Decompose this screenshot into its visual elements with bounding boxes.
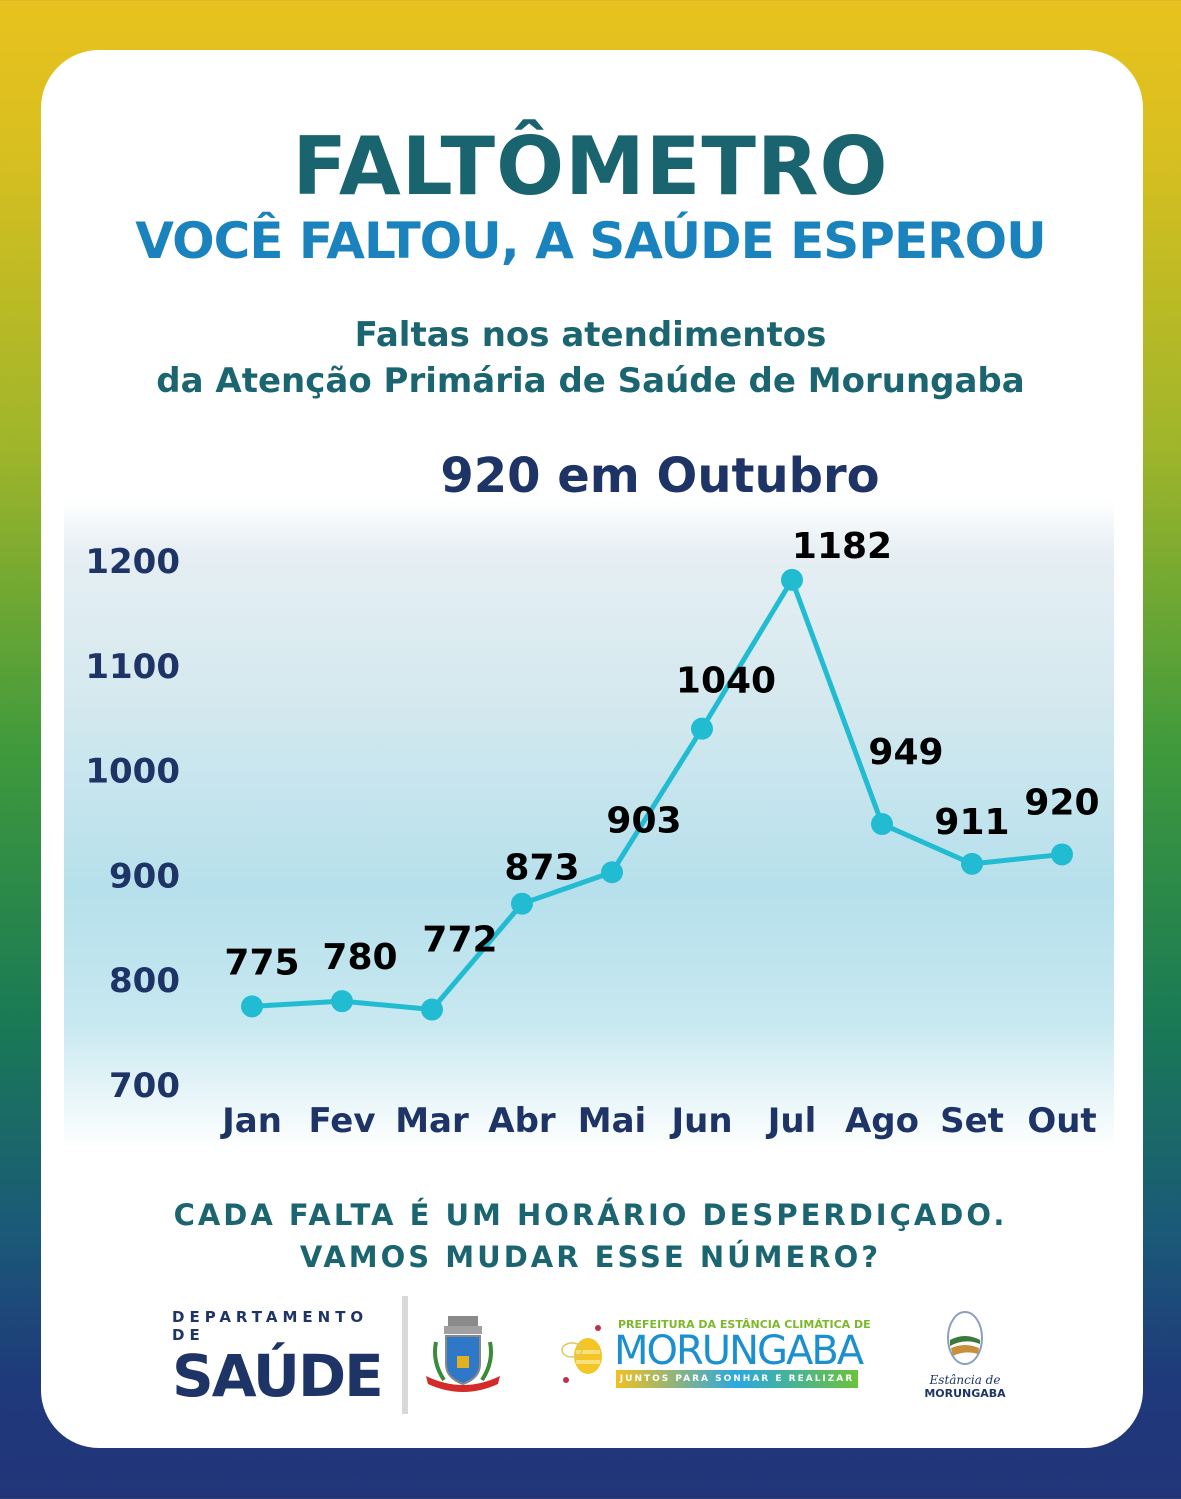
page-title: FALTÔMETRO [292, 120, 889, 213]
department-of-health-logo: DEPARTAMENTO DE SAÚDE [172, 1308, 392, 1408]
x-tick-label: Jan [220, 1101, 282, 1141]
logo-divider [402, 1296, 408, 1414]
data-point [421, 998, 443, 1021]
y-tick-label: 1200 [85, 542, 180, 582]
prefeitura-top-text: PREFEITURA DA ESTÂNCIA CLIMÁTICA DE [618, 1318, 871, 1331]
chart-background [64, 500, 1114, 1150]
data-point [691, 717, 713, 740]
data-point [511, 892, 533, 915]
y-axis: 700 800 900 1000 1100 1200 [85, 542, 180, 1106]
estancia-script-text: Estância de [929, 1373, 1001, 1387]
call-to-action: CADA FALTA É UM HORÁRIO DESPERDIÇADO. VA… [0, 1194, 1181, 1278]
data-value-label: 772 [422, 920, 497, 961]
data-point [241, 995, 263, 1018]
x-tick-label: Abr [488, 1101, 556, 1141]
data-value-label: 780 [322, 937, 397, 978]
prefeitura-morungaba-logo: PREFEITURA DA ESTÂNCIA CLIMÁTICA DE MORU… [558, 1312, 871, 1402]
data-point [781, 568, 803, 591]
coat-of-arms-icon [426, 1316, 500, 1392]
data-line [251, 577, 1063, 1013]
cta-line-1: CADA FALTA É UM HORÁRIO DESPERDIÇADO. [173, 1198, 1008, 1232]
data-point [1051, 843, 1073, 866]
prefeitura-name: MORUNGABA [614, 1328, 864, 1374]
bee-icon [561, 1325, 602, 1383]
data-value-label: 873 [504, 848, 579, 889]
data-point [601, 861, 623, 884]
y-tick-label: 800 [109, 961, 180, 1001]
cta-line-2: VAMOS MUDAR ESSE NÚMERO? [299, 1240, 882, 1274]
y-tick-label: 1000 [85, 752, 180, 792]
data-points [241, 568, 1073, 1021]
x-tick-label: Jul [766, 1101, 817, 1141]
x-tick-label: Fev [308, 1101, 375, 1141]
dept-small-text: DEPARTAMENTO DE [172, 1308, 369, 1344]
data-value-label: 920 [1024, 782, 1099, 823]
description-line-2: da Atenção Primária de Saúde de Morungab… [156, 361, 1025, 401]
chart-headline: 920 em Outubro [440, 448, 880, 504]
y-tick-label: 700 [109, 1066, 180, 1106]
x-axis: Jan Fev Mar Abr Mai Jun Jul Ago Set Out [220, 1101, 1097, 1141]
prefeitura-slogan: JUNTOS PARA SONHAR E REALIZAR [616, 1370, 858, 1388]
x-tick-label: Jun [669, 1101, 732, 1141]
estancia-morungaba-logo: Estância de MORUNGABA [915, 1310, 1015, 1400]
x-tick-label: Mai [578, 1101, 646, 1141]
x-tick-label: Ago [845, 1101, 919, 1141]
data-point [871, 813, 893, 836]
x-tick-label: Out [1027, 1101, 1096, 1141]
landscape-emblem-icon [947, 1311, 983, 1365]
data-value-label: 1040 [676, 661, 776, 702]
dept-big-text: SAÚDE [172, 1342, 384, 1410]
description-line-1: Faltas nos atendimentos [354, 315, 827, 355]
data-value-label: 949 [868, 732, 943, 773]
data-point [331, 990, 353, 1013]
y-tick-label: 1100 [85, 647, 180, 687]
x-tick-label: Set [940, 1101, 1004, 1141]
data-point [961, 852, 983, 875]
data-value-label: 903 [606, 800, 681, 841]
estancia-name-text: MORUNGABA [924, 1387, 1006, 1400]
x-tick-label: Mar [395, 1101, 469, 1141]
y-tick-label: 900 [109, 856, 180, 896]
chart-description: Faltas nos atendimentos da Atenção Primá… [0, 312, 1181, 404]
data-value-label: 775 [224, 942, 299, 983]
page-subtitle: VOCÊ FALTOU, A SAÚDE ESPEROU [135, 212, 1046, 270]
data-value-label: 911 [934, 802, 1009, 843]
data-value-label: 1182 [792, 526, 892, 567]
